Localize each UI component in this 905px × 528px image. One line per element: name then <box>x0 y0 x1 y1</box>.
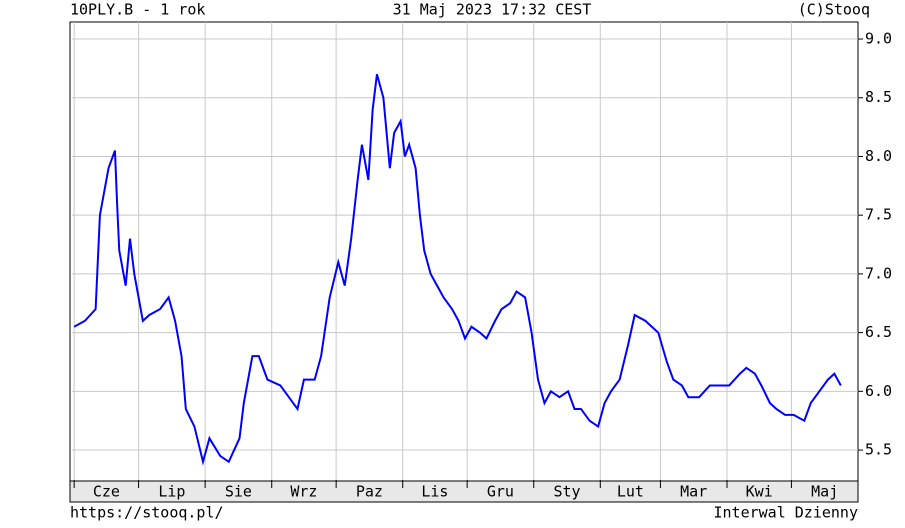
y-tick-label: 8.5 <box>865 88 892 106</box>
x-tick-label: Sty <box>553 483 580 501</box>
plot-frame <box>69 21 859 503</box>
x-tick-label: Paz <box>356 483 383 501</box>
x-tick-label: Gru <box>487 483 514 501</box>
x-tick-label: Kwi <box>746 483 773 501</box>
x-tick-label: Wrz <box>290 483 317 501</box>
y-tick-label: 7.0 <box>865 264 892 282</box>
x-tick-label: Sie <box>225 483 252 501</box>
x-tick-label: Mar <box>680 483 707 501</box>
x-tick-label: Cze <box>93 483 120 501</box>
x-axis-strip <box>69 480 859 503</box>
copyright: (C)Stooq <box>798 1 870 19</box>
url: https://stooq.pl/ <box>70 504 224 522</box>
x-tick-label: Lut <box>617 483 644 501</box>
y-tick-label: 5.5 <box>865 441 892 459</box>
y-tick-label: 6.5 <box>865 323 892 341</box>
y-tick-label: 7.5 <box>865 206 892 224</box>
price-line <box>73 73 842 466</box>
y-tick-label: 9.0 <box>865 30 892 48</box>
x-tick-label: Lis <box>421 483 448 501</box>
chart-date: 31 Maj 2023 17:32 CEST <box>393 1 592 19</box>
interval: Interwal Dzienny <box>714 504 859 522</box>
chart-title: 10PLY.B - 1 rok <box>70 1 205 19</box>
y-tick-label: 6.0 <box>865 382 892 400</box>
x-tick-label: Maj <box>811 483 838 501</box>
x-tick-label: Lip <box>158 483 185 501</box>
y-tick-label: 8.0 <box>865 147 892 165</box>
